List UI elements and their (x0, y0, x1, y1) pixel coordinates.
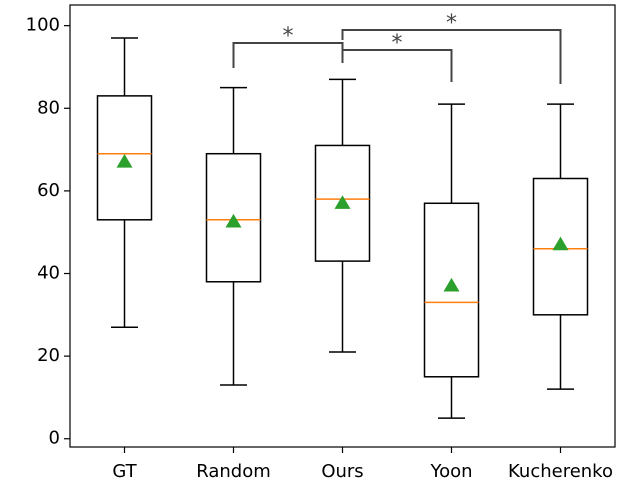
mean-marker (552, 236, 569, 251)
mean-marker (334, 195, 351, 209)
mean-marker (225, 213, 242, 228)
x-tick-label: GT (112, 461, 137, 482)
y-tick-label: 40 (37, 263, 60, 284)
y-tick-label: 60 (37, 180, 60, 201)
significance-label: * (392, 31, 403, 56)
x-tick-label: Kucherenko (508, 461, 613, 482)
box (96, 95, 153, 221)
box (205, 152, 262, 283)
mean-marker (443, 277, 460, 292)
y-tick-label: 0 (49, 428, 60, 449)
significance-label: * (283, 24, 294, 49)
x-tick-label: Random (196, 461, 271, 482)
mean-marker (116, 153, 133, 168)
y-tick-label: 80 (37, 97, 60, 118)
box (532, 177, 589, 316)
significance-bracket (341, 49, 453, 82)
x-tick-label: Ours (321, 461, 363, 482)
significance-bracket (341, 29, 562, 84)
y-tick-label: 20 (37, 345, 60, 366)
x-tick-label: Yoon (429, 461, 472, 482)
y-tick-label: 100 (26, 15, 60, 36)
box (314, 144, 371, 262)
significance-label: * (446, 11, 457, 36)
box (423, 202, 480, 378)
